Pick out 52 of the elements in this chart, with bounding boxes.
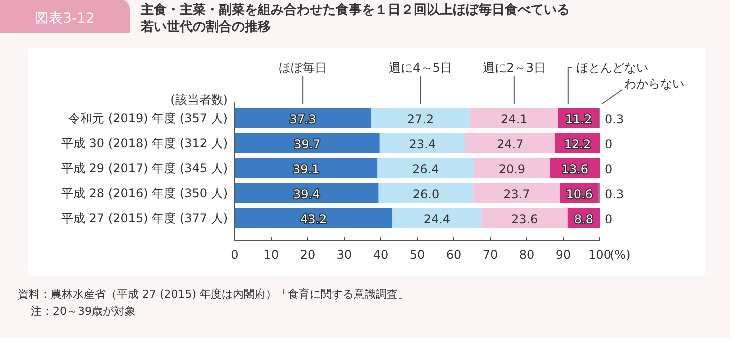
series-name: 週に2～3日	[482, 61, 546, 75]
x-tick: 80	[519, 248, 535, 262]
annotation: 図表3-12	[35, 11, 95, 27]
data-label: 27.2	[407, 112, 434, 126]
data-label: 39.4	[294, 188, 320, 202]
x-tick: 100	[588, 248, 612, 262]
x-tick: 30	[336, 248, 352, 262]
series-name: ほとんどない	[576, 61, 648, 75]
data-label: 12.2	[564, 138, 592, 152]
series-name: ほぼ毎日	[279, 61, 328, 75]
series-name: 週に4～5日	[389, 61, 452, 75]
x-tick: 70	[482, 248, 498, 262]
data-label: 24.7	[497, 138, 524, 152]
x-tick: 0	[231, 248, 239, 262]
x-tick: 90	[556, 248, 572, 262]
data-label: 13.6	[562, 162, 589, 176]
y-label: (該当者数)	[170, 93, 228, 107]
data-label: 39.1	[293, 162, 320, 176]
data-label: 0	[605, 212, 613, 226]
y-tick: 令和元 (2019) 年度 (357 人)	[68, 112, 228, 126]
x-tick: 10	[264, 248, 280, 262]
title: 主食・主菜・副菜を組み合わせた食事を１日２回以上ほぼ毎日食べている若い世代の割合の推移	[141, 3, 570, 35]
x-tick: 40	[373, 248, 389, 262]
data-label: 43.2	[300, 212, 328, 226]
data-label: 0	[605, 138, 613, 152]
annotation: 注：20～39歳が対象	[31, 305, 136, 318]
data-label: 23.7	[504, 188, 530, 202]
data-label: 10.6	[566, 188, 593, 202]
data-label: 39.7	[294, 138, 321, 152]
y-tick: 平成 28 (2016) 年度 (350 人)	[61, 186, 228, 200]
y-tick: 平成 30 (2018) 年度 (312 人)	[61, 136, 228, 150]
data-label: 20.9	[498, 162, 526, 176]
data-label: 24.4	[424, 212, 451, 226]
data-label: 37.3	[290, 112, 316, 126]
x-tick: 20	[300, 248, 316, 262]
series-name: わからない	[624, 77, 684, 91]
y-tick: 平成 27 (2015) 年度 (377 人)	[61, 212, 228, 226]
data-label: 11.2	[565, 112, 592, 126]
data-label: 26.0	[412, 188, 440, 202]
y-tick: 平成 29 (2017) 年度 (345 人)	[61, 162, 228, 176]
x-tick: 60	[446, 248, 462, 262]
data-label: 23.6	[511, 212, 538, 226]
data-label: 24.1	[501, 112, 528, 126]
data-label: 23.4	[409, 138, 436, 152]
data-label: 0.3	[605, 112, 624, 126]
data-label: 26.4	[412, 162, 440, 176]
data-label: 0.3	[605, 188, 624, 202]
annotation: 資料：農林水産省（平成 27 (2015) 年度は内閣府）「食育に関する意識調査」	[18, 288, 410, 301]
data-label: 0	[605, 162, 613, 176]
x-tick: 50	[410, 248, 426, 262]
x-label: (%)	[610, 248, 631, 262]
data-label: 8.8	[574, 212, 594, 226]
